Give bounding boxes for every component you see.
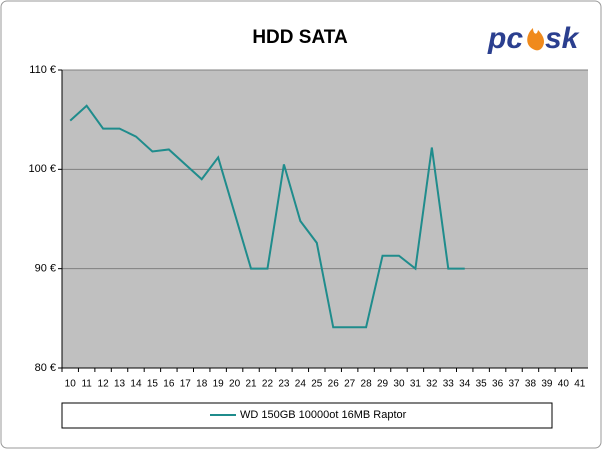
x-tick-label: 41	[574, 379, 586, 390]
y-tick-label: 100 €	[28, 163, 56, 175]
plot-area	[62, 70, 588, 368]
x-tick-label: 14	[130, 379, 142, 390]
logo: pc sk	[487, 22, 580, 55]
x-tick-label: 26	[328, 379, 340, 390]
x-tick-label: 34	[459, 379, 471, 390]
x-tick-label: 16	[163, 379, 175, 390]
logo-text: pc	[487, 22, 523, 55]
x-tick-label: 13	[114, 379, 126, 390]
x-tick-label: 18	[196, 379, 208, 390]
x-tick-label: 12	[98, 379, 110, 390]
x-tick-label: 32	[426, 379, 438, 390]
chart-title: HDD SATA	[252, 27, 348, 48]
x-tick-label: 40	[558, 379, 570, 390]
legend-label: WD 150GB 10000ot 16MB Raptor	[240, 409, 407, 421]
data-line	[69, 104, 465, 329]
logo-flame	[527, 28, 545, 51]
x-tick-label: 39	[541, 379, 553, 390]
x-tick-label: 17	[180, 379, 192, 390]
x-tick-label: 24	[295, 379, 307, 390]
x-tick-label: 25	[311, 379, 323, 390]
x-tick-label: 31	[410, 379, 422, 390]
x-tick-label: 36	[492, 379, 504, 390]
x-tick-label: 28	[361, 379, 373, 390]
x-tick-label: 38	[525, 379, 537, 390]
legend	[61, 402, 553, 429]
x-tick-label: 33	[443, 379, 455, 390]
y-tick-label: 110 €	[29, 64, 56, 76]
x-tick-label: 22	[262, 379, 274, 390]
logo-text: sk	[545, 22, 580, 55]
x-tick-label: 19	[213, 379, 225, 390]
x-tick-label: 11	[81, 379, 92, 390]
y-tick-label: 90 €	[35, 263, 56, 275]
x-tick-label: 23	[278, 379, 290, 390]
x-tick-label: 35	[476, 379, 488, 390]
x-tick-label: 27	[344, 379, 356, 390]
x-tick-label: 15	[147, 379, 159, 390]
y-tick-label: 80 €	[35, 362, 56, 374]
x-tick-label: 20	[229, 379, 241, 390]
x-tick-label: 10	[65, 379, 77, 390]
x-tick-label: 37	[508, 379, 520, 390]
x-tick-label: 29	[377, 379, 389, 390]
x-tick-label: 30	[393, 379, 405, 390]
x-tick-label: 21	[245, 379, 257, 390]
